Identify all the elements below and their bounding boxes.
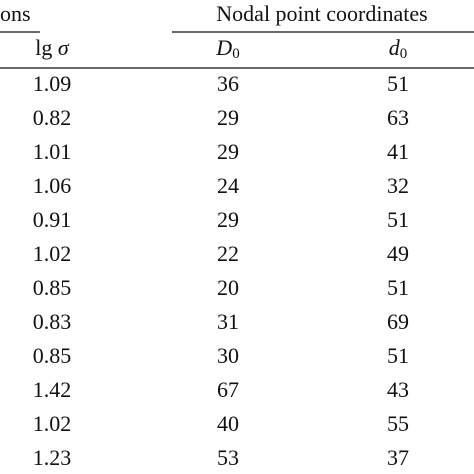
sub-header: d0 (389, 35, 408, 62)
sub-header-subscript: 0 (400, 46, 408, 62)
table-cell: 29 (217, 139, 239, 164)
table-cell: 36 (217, 71, 239, 96)
table-cell: 20 (217, 275, 239, 300)
table-cell: 29 (217, 207, 239, 232)
sub-header-symbol: d (389, 35, 401, 60)
table-cell: 1.02 (33, 411, 72, 436)
column-header: ons (0, 1, 31, 26)
table-cell: 1.01 (33, 139, 72, 164)
table-cell: 51 (387, 343, 409, 368)
table-cell: 55 (387, 411, 409, 436)
table-cell: 53 (217, 445, 239, 470)
table-cell: 49 (387, 241, 409, 266)
table-cell: 1.09 (33, 71, 72, 96)
table-cell: 37 (387, 445, 409, 470)
table-cell: 1.02 (33, 241, 72, 266)
table-cell: 69 (387, 309, 409, 334)
table-cell: 29 (217, 105, 239, 130)
table-cell: 24 (217, 173, 239, 198)
table-cell: 0.83 (33, 309, 72, 334)
table-cell: 22 (217, 241, 239, 266)
table-cell: 30 (217, 343, 239, 368)
sub-header-text: lg (35, 35, 52, 60)
sub-header-subscript: 0 (232, 46, 240, 62)
sub-header-symbol: D (215, 35, 232, 60)
sub-header-symbol: σ (58, 35, 70, 60)
table-cell: 0.85 (33, 343, 72, 368)
table-cell: 32 (387, 173, 409, 198)
table-cell: 63 (387, 105, 409, 130)
table-cell: 31 (217, 309, 239, 334)
table-cell: 51 (387, 275, 409, 300)
table-cell: 43 (387, 377, 409, 402)
table-cell: 41 (387, 139, 409, 164)
table-cell: 51 (387, 71, 409, 96)
table-cell: 40 (217, 411, 239, 436)
group-header: Nodal point coordinates (216, 1, 427, 26)
table-cell: 0.91 (33, 207, 72, 232)
table-cell: 51 (387, 207, 409, 232)
sub-header: D0 (215, 35, 239, 62)
table-cell: 1.06 (33, 173, 72, 198)
table-cell: 67 (217, 377, 239, 402)
table-cell: 0.85 (33, 275, 72, 300)
table-cell: 0.82 (33, 105, 72, 130)
sub-header: lg σ (35, 35, 70, 60)
table-cell: 1.42 (33, 377, 72, 402)
table-cell: 1.23 (33, 445, 72, 470)
